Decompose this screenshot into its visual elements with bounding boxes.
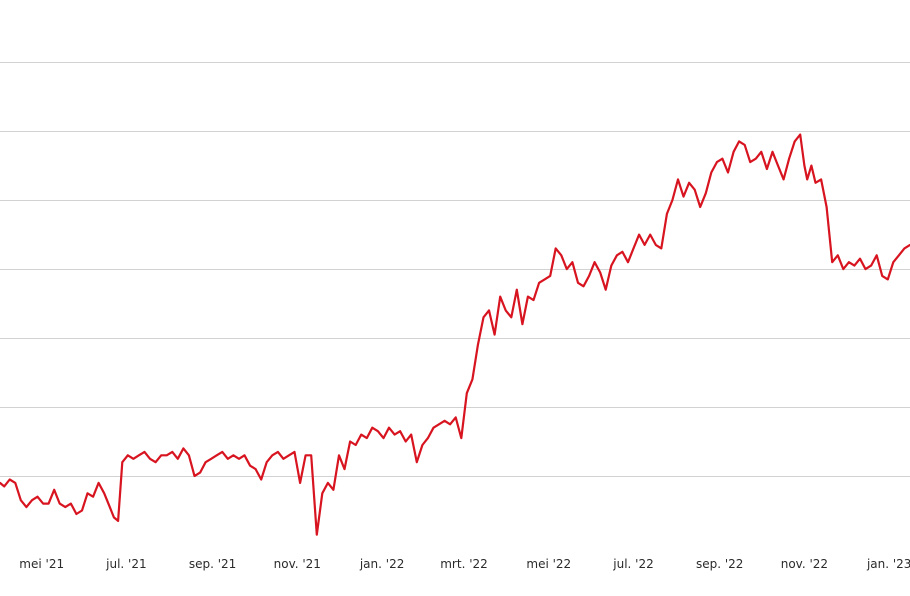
x-tick-label: jul. '21 [105,557,146,571]
x-tick-label: nov. '21 [274,557,321,571]
x-tick-label: jul. '22 [612,557,653,571]
x-tick-label: sep. '21 [189,557,236,571]
series-line-1 [0,133,910,536]
x-axis: mei '21 jul. '21 sep. '21 nov. '21 jan. '22 m… [19,557,910,571]
x-tick-label: jan. '22 [359,557,405,571]
x-tick-label: sep. '22 [696,557,743,571]
grid-layer [0,62,910,477]
x-tick-label: mei '21 [19,557,64,571]
x-tick-label: mei '22 [526,557,571,571]
series-layer [0,133,910,536]
x-tick-label: jan. '23 [866,557,910,571]
x-tick-label: nov. '22 [781,557,828,571]
x-tick-label: mrt. '22 [440,557,488,571]
